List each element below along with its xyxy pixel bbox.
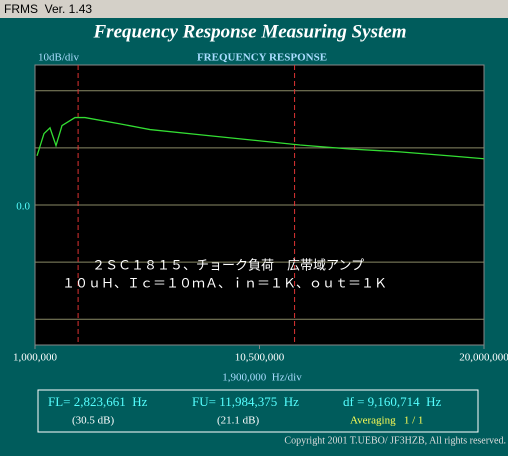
annotation: １０ｕＨ、Ｉｃ＝１０ｍＡ、ｉｎ＝１Ｋ、ｏｕｔ＝１Ｋ	[62, 277, 387, 292]
fu-readout: FU= 11,984,375 Hz	[192, 394, 299, 409]
fu-db: (21.1 dB)	[217, 415, 260, 427]
x-tick-label: 10,500,000	[235, 352, 285, 364]
df-readout: df = 9,160,714 Hz	[343, 394, 442, 409]
y-scale-label: 10dB/div	[38, 52, 79, 64]
readout-panel	[37, 389, 479, 433]
annotation: ２ＳＣ１８１５、チョーク負荷 広帯域アンプ	[92, 259, 364, 274]
y-tick-label: 0.0	[16, 201, 30, 213]
copyright: Copyright 2001 T.UEBO/ JF3HZB, All right…	[284, 435, 506, 446]
app-canvas: Frequency Response Measuring System 10dB…	[13, 21, 508, 446]
x-tick-label: 20,000,000	[459, 352, 508, 364]
response-curve	[36, 116, 485, 160]
app-title: Frequency Response Measuring System	[93, 21, 407, 42]
x-tick-label: 1,000,000	[13, 352, 58, 364]
x-scale-label: 1,900,000 Hz/div	[222, 372, 302, 384]
chart-title: FREQUENCY RESPONSE	[197, 52, 327, 64]
fl-db: (30.5 dB)	[72, 415, 115, 427]
fl-readout: FL= 2,823,661 Hz	[48, 394, 148, 409]
window-title: FRMS Ver. 1.43	[0, 0, 508, 18]
averaging: Averaging 1 / 1	[350, 415, 423, 427]
